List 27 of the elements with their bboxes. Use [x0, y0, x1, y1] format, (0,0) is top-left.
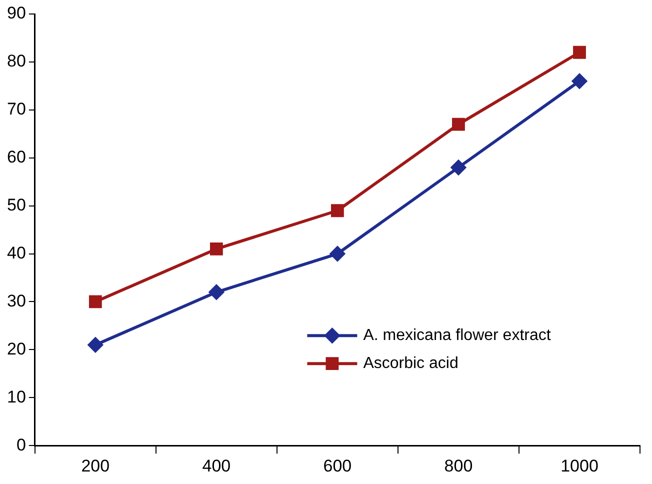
y-tick-label: 80 [6, 52, 26, 71]
x-tick-label: 800 [444, 456, 473, 476]
x-tick-label: 600 [323, 456, 352, 476]
point [330, 246, 345, 262]
y-tick-label: 50 [6, 196, 26, 215]
point [331, 204, 344, 218]
y-tick-label: 10 [6, 387, 26, 406]
point [573, 46, 586, 59]
point [88, 295, 102, 308]
y-tick-label: 30 [6, 291, 26, 310]
point [450, 160, 466, 175]
y-tick-label: 20 [6, 339, 26, 358]
x-tick-label: 400 [202, 456, 231, 476]
point [208, 284, 224, 300]
legend-label: Ascorbic acid [363, 355, 458, 372]
point [210, 242, 223, 256]
x-tick-label: 200 [81, 456, 110, 476]
point [572, 74, 587, 89]
point [452, 118, 465, 131]
y-tick-label: 60 [6, 148, 26, 167]
legend-label: A. mexicana flower extract [363, 327, 552, 344]
y-tick-label: 0 [16, 435, 26, 454]
y-tick-label: 40 [6, 243, 26, 262]
y-tick-label: 70 [6, 100, 26, 119]
point [88, 337, 103, 352]
y-tick-label: 90 [6, 4, 26, 23]
x-tick-label: 1000 [560, 456, 598, 476]
